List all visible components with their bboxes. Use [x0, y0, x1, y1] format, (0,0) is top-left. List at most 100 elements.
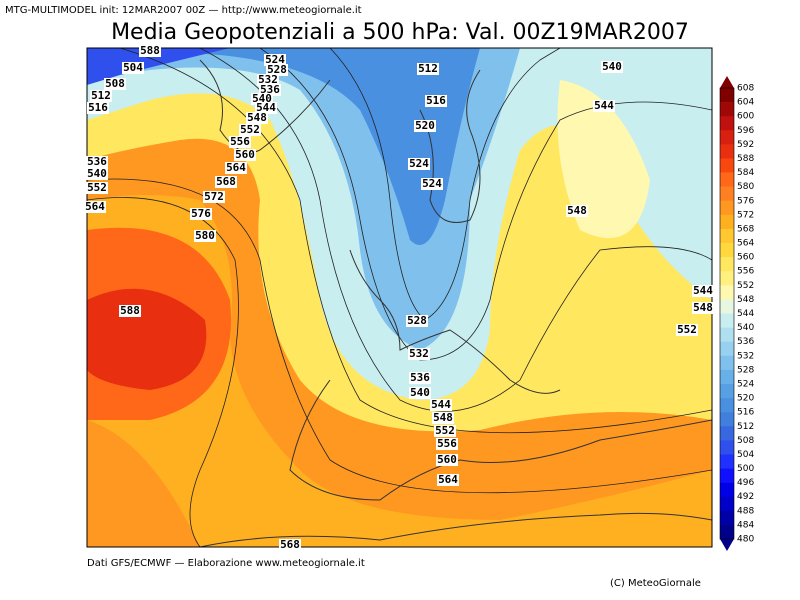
contour-label-bg — [436, 438, 458, 450]
colorbar-cell — [720, 524, 734, 540]
colorbar-label: 528 — [737, 365, 754, 375]
field-band — [87, 195, 712, 547]
colorbar-label: 524 — [737, 379, 754, 389]
colorbar-cell — [720, 341, 734, 357]
contour-label: 568 — [280, 538, 300, 551]
contour-label-bg — [84, 201, 106, 213]
contour-label: 536 — [87, 155, 107, 168]
contour-label: 536 — [260, 83, 280, 96]
contour-label-bg — [432, 412, 454, 424]
colorbar-cell — [720, 172, 734, 187]
contour-label: 560 — [235, 148, 255, 161]
contour-label: 508 — [105, 77, 125, 90]
contour-label: 588 — [140, 44, 160, 57]
colorbar-label: 500 — [737, 464, 754, 474]
contour-label: 524 — [265, 53, 285, 66]
contour-label-bg — [436, 454, 458, 466]
contour-label: 548 — [247, 111, 267, 124]
contour-label-bg — [86, 182, 108, 194]
colorbar-cell — [720, 313, 734, 328]
colorbar-cell — [720, 482, 734, 498]
contour-label: 516 — [88, 101, 108, 114]
field-trough-core — [87, 48, 480, 245]
colorbar-label: 480 — [737, 535, 754, 545]
contour-label: 528 — [267, 63, 287, 76]
colorbar-arrow-bottom — [720, 539, 734, 551]
colorbar-label: 488 — [737, 506, 754, 516]
contour-label: 528 — [407, 314, 427, 327]
colorbar-label: 568 — [737, 224, 754, 234]
colorbar-cell — [720, 214, 734, 230]
colorbar-cell — [720, 130, 734, 145]
colorbar-label: 564 — [737, 239, 754, 249]
contour-label-bg — [406, 315, 428, 327]
contour-label-bg — [264, 54, 286, 66]
contour-label-bg — [86, 168, 108, 180]
colorbar-cell — [720, 88, 734, 103]
colorbar-label: 520 — [737, 394, 754, 404]
contour-label: 556 — [437, 437, 457, 450]
colorbar-label: 484 — [737, 520, 754, 530]
colorbar-cell — [720, 496, 734, 512]
map-frame — [86, 47, 713, 548]
colorbar-label: 556 — [737, 267, 754, 277]
colorbar-label: 584 — [737, 168, 754, 178]
contour-label: 588 — [120, 304, 140, 317]
contour-label: 580 — [195, 229, 215, 242]
colorbar-cell — [720, 186, 734, 202]
colorbar-cell — [720, 158, 734, 173]
colorbar-label: 536 — [737, 337, 754, 347]
field-east-ridge — [557, 80, 650, 239]
contour-label-bg — [87, 102, 109, 114]
contour-label-bg — [86, 156, 108, 168]
contour-label: 512 — [91, 89, 111, 102]
contour-label: 532 — [409, 347, 429, 360]
colorbar-label: 588 — [737, 154, 754, 164]
contour-label-bg — [239, 124, 261, 136]
contour-label: 552 — [677, 323, 697, 336]
contour-label-bg — [437, 474, 459, 486]
contour-label: 536 — [410, 371, 430, 384]
contour-label-bg — [601, 61, 623, 73]
contour-label-bg — [430, 399, 452, 411]
model-info: MTG-MULTIMODEL init: 12MAR2007 00Z — htt… — [5, 5, 362, 16]
contour-label: 544 — [693, 284, 713, 297]
colorbar-label: 572 — [737, 210, 754, 220]
colorbar-label: 544 — [737, 309, 754, 319]
contour-label-bg — [255, 102, 277, 114]
contour-label-bg — [215, 176, 237, 188]
contour-label: 572 — [204, 190, 224, 203]
colorbar-cell — [720, 243, 734, 258]
contour-label: 552 — [87, 181, 107, 194]
contour-label: 540 — [410, 386, 430, 399]
colorbar-label: 532 — [737, 351, 754, 361]
contour-label-bg — [190, 208, 212, 220]
colorbar-label: 512 — [737, 422, 754, 432]
colorbar-label: 492 — [737, 492, 754, 502]
colorbar-cell — [720, 383, 734, 399]
contour-label-bg — [566, 205, 588, 217]
colorbar-cell — [720, 398, 734, 413]
contour-label: 512 — [418, 62, 438, 75]
colorbar-label: 608 — [737, 84, 754, 94]
contour-label-bg — [279, 539, 301, 551]
colorbar-cell — [720, 299, 734, 314]
contour-label-bg — [119, 305, 141, 317]
contour-label: 516 — [426, 94, 446, 107]
contour-label: 540 — [252, 92, 272, 105]
map-field — [87, 48, 712, 547]
contour-label: 556 — [230, 135, 250, 148]
contour-label: 524 — [409, 157, 429, 170]
contour-label-bg — [593, 100, 615, 112]
field-core — [87, 288, 207, 390]
contour-label: 544 — [594, 99, 614, 112]
colorbar-cell — [720, 440, 734, 455]
contour-label-bg — [408, 158, 430, 170]
contour-label: 564 — [438, 473, 458, 486]
contour-label-bg — [266, 64, 288, 76]
contour-label: 544 — [256, 101, 276, 114]
colorbar-label: 560 — [737, 253, 754, 263]
contour-label: 540 — [602, 60, 622, 73]
colorbar-cell — [720, 468, 734, 483]
